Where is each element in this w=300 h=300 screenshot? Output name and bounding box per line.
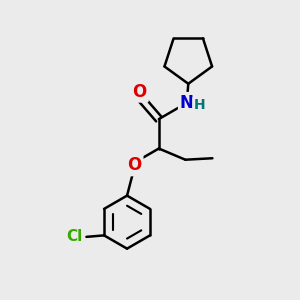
Text: O: O — [127, 156, 142, 174]
Text: O: O — [133, 83, 147, 101]
Text: Cl: Cl — [66, 230, 82, 244]
Text: H: H — [194, 98, 205, 112]
Text: N: N — [180, 94, 194, 112]
